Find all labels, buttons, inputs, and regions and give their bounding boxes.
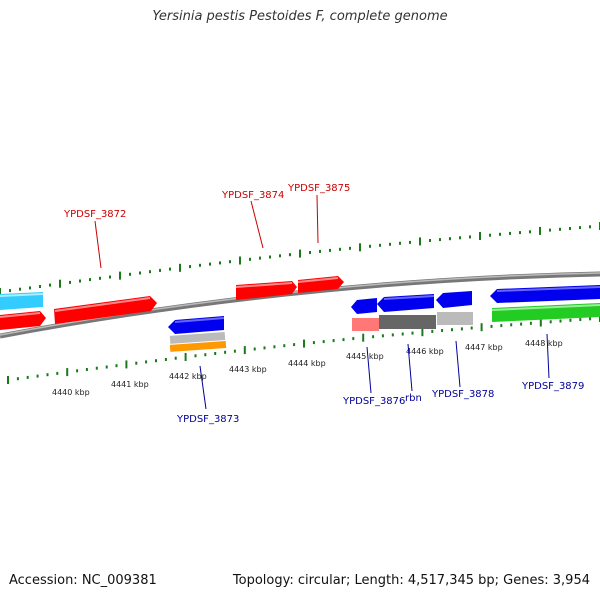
- gene-ypdsf-3874[interactable]: [235, 281, 297, 300]
- gene-ypdsf-3879[interactable]: [490, 285, 600, 303]
- kbp-scale: 4440 kbp 4441 kbp 4442 kbp 4443 kbp 4444…: [52, 339, 563, 397]
- gene-label[interactable]: YPDSF_3875: [287, 183, 350, 194]
- reverse-tick-track: [7, 314, 600, 384]
- kbp-label: 4448 kbp: [525, 339, 563, 348]
- kbp-label: 4444 kbp: [288, 359, 326, 368]
- gene-rbn[interactable]: [377, 294, 435, 312]
- gene-label[interactable]: YPDSF_3873: [176, 414, 239, 425]
- gene-ypdsf-3875[interactable]: [297, 276, 344, 293]
- orange-bar-icon: [169, 340, 227, 352]
- dark-gray-bar-icon: [379, 315, 436, 329]
- kbp-label: 4446 kbp: [406, 347, 444, 356]
- kbp-label: 4443 kbp: [229, 365, 267, 374]
- pink-bar-icon: [352, 318, 379, 331]
- gene-cyan[interactable]: [0, 292, 44, 310]
- kbp-label: 4445 kbp: [346, 352, 384, 361]
- gene-label[interactable]: YPDSF_3876: [342, 396, 405, 407]
- kbp-label: 4447 kbp: [465, 343, 503, 352]
- gene-label[interactable]: YPDSF_3879: [521, 381, 584, 392]
- gene-red-left[interactable]: [0, 311, 46, 330]
- forward-tick-track: [0, 222, 600, 296]
- gene-ypdsf-3873[interactable]: [168, 316, 225, 334]
- gene-ypdsf-3872[interactable]: [54, 296, 157, 324]
- red-arrow-icon: [54, 296, 157, 324]
- gray-bar-icon: [169, 332, 226, 344]
- kbp-label: 4440 kbp: [52, 388, 90, 397]
- gene-label[interactable]: YPDSF_3872: [63, 209, 126, 220]
- blue-arrow-icon: [436, 291, 472, 308]
- leader-lines: [94, 194, 550, 410]
- blue-arrow-icon: [351, 298, 377, 314]
- genome-summary-text: Topology: circular; Length: 4,517,345 bp…: [232, 573, 590, 588]
- gene-label[interactable]: YPDSF_3874: [221, 190, 284, 201]
- accession-text: Accession: NC_009381: [9, 573, 157, 588]
- gene-ypdsf-3878[interactable]: [436, 291, 472, 308]
- kbp-label: 4441 kbp: [111, 380, 149, 389]
- gene-label[interactable]: rbn: [405, 393, 422, 404]
- gene-label[interactable]: YPDSF_3878: [431, 389, 494, 400]
- kbp-label: 4442 kbp: [169, 372, 207, 381]
- genome-title: Yersinia pestis Pestoides F, complete ge…: [152, 9, 448, 24]
- gene-ypdsf-3876[interactable]: [351, 298, 377, 314]
- gray-bar-icon: [437, 312, 473, 325]
